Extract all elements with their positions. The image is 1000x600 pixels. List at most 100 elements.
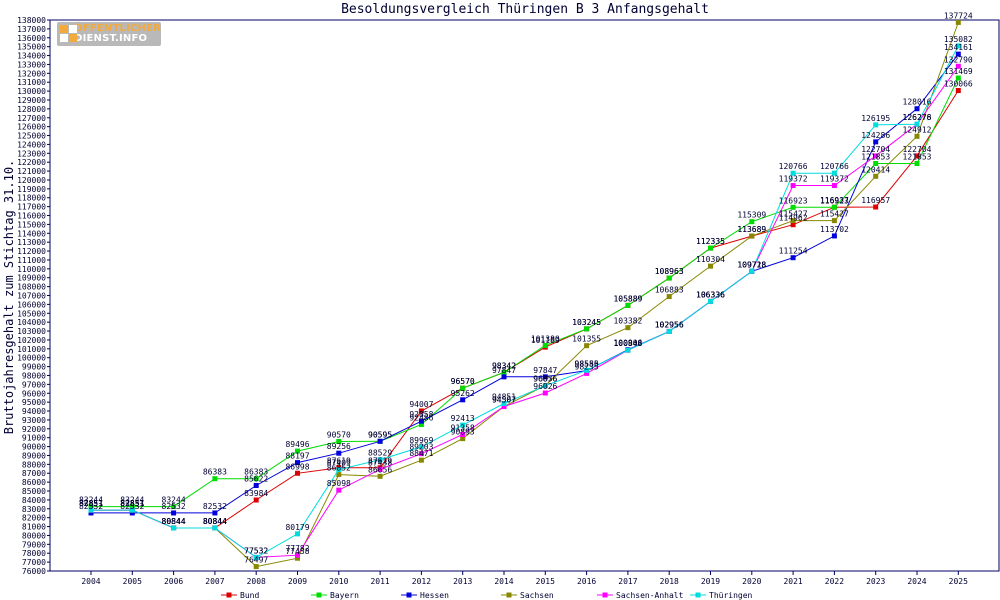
data-label: 98585	[575, 359, 599, 368]
data-point	[295, 460, 300, 466]
data-point	[129, 510, 135, 516]
data-point	[460, 422, 466, 428]
x-tick-label: 2010	[329, 577, 348, 586]
data-label: 90595	[368, 430, 392, 439]
data-label: 102956	[655, 320, 684, 329]
data-point	[377, 466, 383, 472]
data-point	[460, 397, 466, 403]
data-label: 111254	[779, 247, 808, 256]
data-label: 82532	[203, 502, 227, 511]
y-tick-label: 135000	[17, 43, 46, 52]
data-label: 82851	[79, 499, 103, 508]
data-label: 88197	[285, 452, 309, 461]
data-point	[831, 233, 837, 239]
y-tick-label: 122000	[17, 158, 46, 167]
data-label: 114962	[779, 214, 808, 223]
x-tick-label: 2017	[618, 577, 637, 586]
data-label: 126276	[903, 113, 932, 122]
data-point	[790, 183, 796, 189]
data-point	[790, 204, 796, 210]
data-point	[88, 504, 94, 510]
data-label: 80844	[203, 517, 227, 526]
data-label: 90570	[327, 431, 351, 440]
y-tick-label: 118000	[17, 194, 46, 203]
y-tick-label: 117000	[17, 203, 46, 212]
data-label: 87438	[368, 458, 392, 467]
data-point	[129, 507, 135, 513]
data-label: 116957	[861, 196, 890, 205]
y-tick-label: 91000	[22, 434, 46, 443]
legend: Bund Bayern Hessen Sachsen Sachsen-Anhalt Thü…	[221, 591, 753, 600]
data-label: 83244	[162, 496, 186, 505]
data-label: 87619	[368, 457, 392, 466]
y-tick-label: 86000	[22, 478, 46, 487]
data-label: 112335	[696, 237, 725, 246]
data-point	[542, 374, 548, 380]
x-tick-label: 2007	[205, 577, 224, 586]
x-tick-label: 2006	[164, 577, 183, 586]
data-label: 82851	[120, 499, 144, 508]
data-point	[418, 418, 424, 424]
x-tick-label: 2018	[660, 577, 679, 586]
data-point	[171, 510, 177, 516]
data-label: 105889	[613, 294, 642, 303]
data-label: 85622	[244, 474, 268, 483]
data-point	[460, 436, 466, 442]
data-point	[831, 170, 837, 176]
data-point	[873, 173, 879, 179]
series-line-thüringen	[91, 45, 959, 558]
data-label: 96026	[533, 382, 557, 391]
data-label: 83244	[79, 496, 103, 505]
data-label: 77532	[244, 546, 268, 555]
data-label: 89203	[409, 443, 433, 452]
data-label: 100848	[613, 339, 642, 348]
y-tick-label: 96000	[22, 389, 46, 398]
logo-icon	[60, 25, 77, 43]
legend-label: Bayern	[330, 591, 359, 600]
data-point	[171, 525, 177, 531]
data-label: 86383	[203, 468, 227, 477]
data-point	[295, 448, 300, 454]
data-point	[460, 432, 466, 438]
data-label: 94507	[492, 396, 516, 405]
data-label: 80844	[162, 517, 186, 526]
data-label: 80844	[162, 517, 186, 526]
data-point	[460, 385, 466, 391]
data-label: 89496	[285, 440, 309, 449]
y-tick-label: 76000	[22, 567, 46, 576]
y-tick-label: 81000	[22, 523, 46, 532]
data-label: 106336	[696, 290, 725, 299]
y-tick-label: 80000	[22, 531, 46, 540]
data-point	[955, 88, 961, 94]
data-label: 119372	[820, 175, 849, 184]
y-tick-label: 108000	[17, 283, 46, 292]
data-point	[708, 245, 713, 251]
y-tick-label: 132000	[17, 69, 46, 78]
x-tick-label: 2009	[288, 577, 307, 586]
data-label: 96570	[451, 377, 475, 386]
y-tick-label: 114000	[17, 229, 46, 238]
y-tick-label: 107000	[17, 292, 46, 301]
data-point	[377, 457, 383, 463]
data-point	[831, 204, 837, 210]
data-label: 121853	[903, 152, 932, 161]
data-label: 98342	[492, 361, 516, 370]
x-tick-label: 2019	[701, 577, 720, 586]
data-point	[666, 275, 672, 281]
data-label: 96570	[451, 377, 475, 386]
data-point	[955, 75, 961, 81]
data-point	[418, 451, 424, 457]
data-label: 80844	[203, 517, 227, 526]
data-label: 113689	[737, 225, 766, 234]
data-point	[418, 444, 424, 450]
data-label: 77782	[285, 544, 309, 553]
data-point	[914, 121, 920, 127]
logo-line2: DIENST.INFO	[74, 33, 148, 44]
data-point	[542, 342, 548, 348]
y-tick-label: 103000	[17, 327, 46, 336]
data-label: 110304	[696, 255, 725, 264]
data-point	[212, 510, 218, 516]
data-point	[873, 139, 879, 145]
legend-marker	[506, 592, 512, 598]
y-tick-label: 109000	[17, 274, 46, 283]
